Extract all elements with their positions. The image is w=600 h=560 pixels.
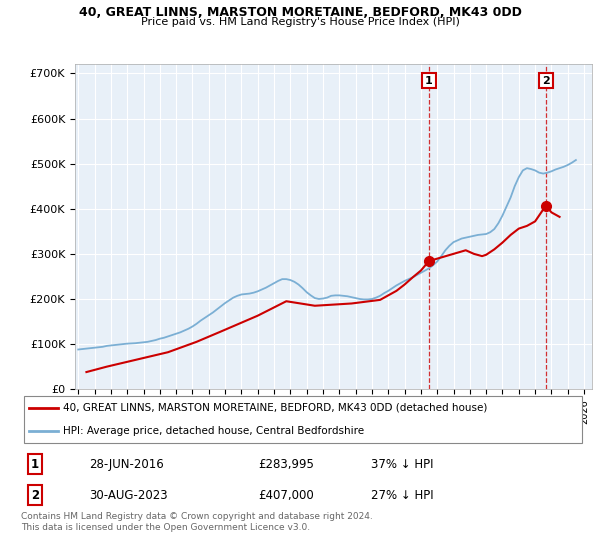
Text: 2: 2 [31, 489, 39, 502]
Text: 2: 2 [542, 76, 550, 86]
Text: 1: 1 [31, 458, 39, 470]
Text: Contains HM Land Registry data © Crown copyright and database right 2024.
This d: Contains HM Land Registry data © Crown c… [21, 512, 373, 532]
Text: 27% ↓ HPI: 27% ↓ HPI [371, 489, 433, 502]
Text: 28-JUN-2016: 28-JUN-2016 [89, 458, 163, 470]
Text: 30-AUG-2023: 30-AUG-2023 [89, 489, 167, 502]
Text: £407,000: £407,000 [258, 489, 314, 502]
FancyBboxPatch shape [24, 396, 582, 443]
Text: HPI: Average price, detached house, Central Bedfordshire: HPI: Average price, detached house, Cent… [64, 426, 364, 436]
Text: 37% ↓ HPI: 37% ↓ HPI [371, 458, 433, 470]
Text: £283,995: £283,995 [258, 458, 314, 470]
Text: Price paid vs. HM Land Registry's House Price Index (HPI): Price paid vs. HM Land Registry's House … [140, 17, 460, 27]
Text: 40, GREAT LINNS, MARSTON MORETAINE, BEDFORD, MK43 0DD: 40, GREAT LINNS, MARSTON MORETAINE, BEDF… [79, 6, 521, 18]
Text: 1: 1 [425, 76, 433, 86]
Text: 40, GREAT LINNS, MARSTON MORETAINE, BEDFORD, MK43 0DD (detached house): 40, GREAT LINNS, MARSTON MORETAINE, BEDF… [64, 403, 488, 413]
